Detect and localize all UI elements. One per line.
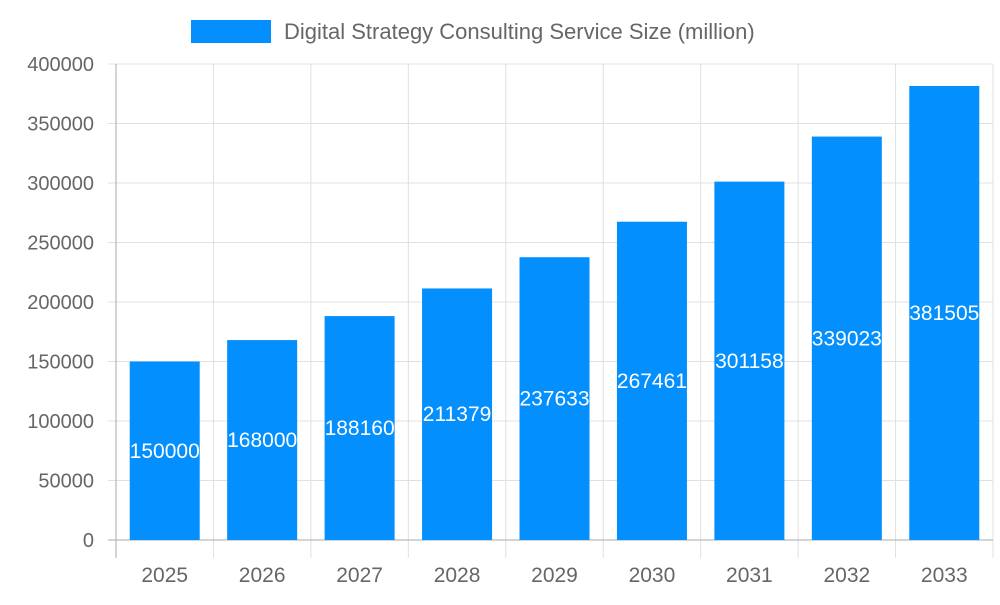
x-tick-label: 2026 xyxy=(239,564,286,587)
y-tick-label: 150000 xyxy=(27,352,94,374)
data-label: 381505 xyxy=(909,302,979,325)
y-tick-label: 350000 xyxy=(27,114,94,136)
y-tick-label: 100000 xyxy=(27,411,94,433)
data-label: 237633 xyxy=(519,388,589,411)
bar xyxy=(909,86,980,541)
x-tick-label: 2033 xyxy=(921,564,968,587)
x-tick-label: 2029 xyxy=(531,564,578,587)
x-tick-label: 2031 xyxy=(726,564,773,587)
bar xyxy=(324,316,395,540)
legend-label: Digital Strategy Consulting Service Size… xyxy=(284,19,755,44)
data-label: 150000 xyxy=(130,440,200,463)
y-tick-label: 0 xyxy=(83,530,94,552)
y-tick-label: 300000 xyxy=(27,173,94,195)
y-tick-label: 200000 xyxy=(27,292,94,314)
data-label: 168000 xyxy=(227,429,297,452)
y-tick-label: 400000 xyxy=(27,54,94,76)
x-tick-label: 2032 xyxy=(823,564,870,587)
x-tick-label: 2027 xyxy=(336,564,383,587)
data-label: 301158 xyxy=(715,350,784,373)
bar xyxy=(714,181,785,540)
x-tick-label: 2025 xyxy=(141,564,188,587)
bar xyxy=(129,361,200,540)
data-label: 339023 xyxy=(812,327,882,350)
bar xyxy=(519,257,590,540)
bar xyxy=(811,136,882,541)
bar xyxy=(616,221,687,540)
y-tick-label: 250000 xyxy=(27,233,94,255)
x-tick-label: 2028 xyxy=(434,564,481,587)
bar xyxy=(227,340,298,540)
data-label: 188160 xyxy=(325,417,395,440)
data-label: 267461 xyxy=(617,370,687,393)
y-tick-label: 50000 xyxy=(38,471,94,493)
bar xyxy=(422,288,493,540)
legend-swatch xyxy=(191,20,271,43)
x-tick-label: 2030 xyxy=(629,564,676,587)
data-label: 211379 xyxy=(423,403,492,426)
